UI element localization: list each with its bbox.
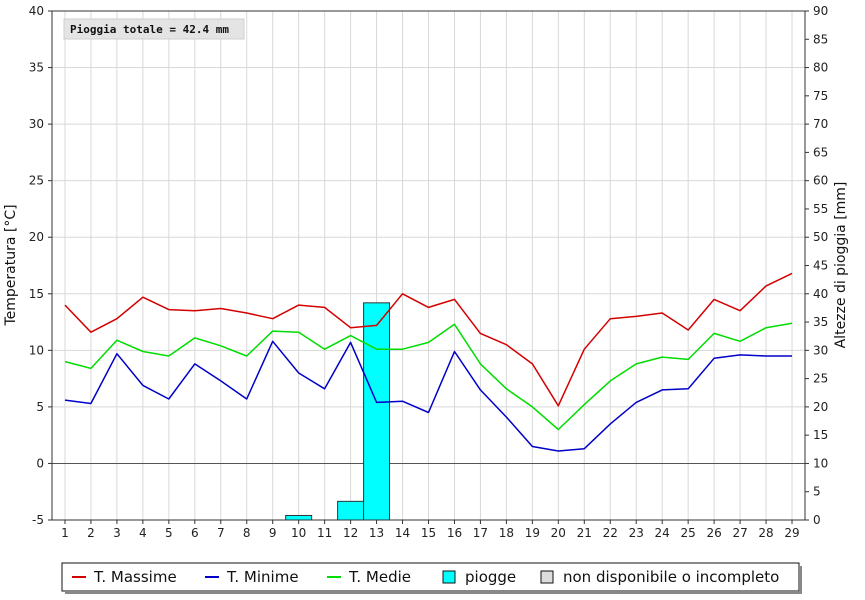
legend-label-1: T. Massime [93,568,177,586]
y-tick-label: -5 [32,513,44,527]
x-tick-label: 17 [473,526,488,540]
y2-tick-label: 85 [813,32,828,46]
axis-ticks: -505101520253035400510152025303540455055… [29,4,829,540]
y2-axis-title: Altezze di pioggia [mm] [833,182,849,349]
y-tick-label: 15 [29,287,44,301]
y2-tick-label: 50 [813,230,828,244]
y2-tick-label: 35 [813,315,828,329]
rain-bars [285,302,391,521]
legend-label-2: T. Minime [226,568,299,586]
y2-tick-label: 25 [813,372,828,386]
y2-tick-label: 5 [813,485,821,499]
y2-tick-label: 40 [813,287,828,301]
x-tick-label: 25 [681,526,696,540]
y2-tick-label: 60 [813,174,828,188]
rain-bar-day-10 [285,514,313,521]
x-tick-label: 5 [165,526,173,540]
legend-label-3: T. Medie [348,568,411,586]
y2-tick-label: 10 [813,456,828,470]
y-tick-label: 35 [29,61,44,75]
x-tick-label: 29 [784,526,799,540]
y-tick-label: 25 [29,174,44,188]
y-tick-label: 5 [36,400,44,414]
series-line-1 [64,272,793,407]
x-tick-label: 6 [191,526,199,540]
y-axis-title: Temperatura [°C] [3,204,19,326]
x-tick-label: 27 [732,526,747,540]
x-tick-label: 9 [269,526,277,540]
x-tick-label: 14 [395,526,410,540]
rain-bar-day-13 [363,302,391,521]
x-tick-label: 7 [217,526,225,540]
legend: T. Massime T. Minime T. Medie piogge non dis… [61,562,802,594]
x-tick-label: 15 [421,526,436,540]
legend-label-4: piogge [465,568,516,586]
y2-tick-label: 45 [813,259,828,273]
legend-shadow-bottom [65,591,802,594]
x-tick-label: 3 [113,526,121,540]
x-tick-label: 13 [369,526,384,540]
x-tick-label: 26 [706,526,721,540]
legend-swatch-4 [442,570,456,584]
x-tick-label: 8 [243,526,251,540]
y2-tick-label: 0 [813,513,821,527]
rain-total-text: Pioggia totale = 42.4 mm [70,23,229,36]
y2-tick-label: 30 [813,343,828,357]
legend-swatch-5 [540,570,554,584]
grid-lines [52,10,805,521]
rain-bar-day-12 [337,500,365,521]
y2-tick-label: 20 [813,400,828,414]
x-tick-label: 18 [499,526,514,540]
legend-label-5: non disponibile o incompleto [563,568,779,586]
y2-tick-label: 70 [813,117,828,131]
x-tick-label: 10 [291,526,306,540]
x-tick-label: 2 [87,526,95,540]
y-tick-label: 10 [29,343,44,357]
y2-tick-label: 65 [813,145,828,159]
y2-tick-label: 55 [813,202,828,216]
x-tick-label: 11 [317,526,332,540]
rain-total-note: Pioggia totale = 42.4 mm [63,18,245,40]
x-tick-label: 22 [603,526,618,540]
legend-shadow-right [799,566,802,594]
x-tick-label: 4 [139,526,147,540]
note-background [63,18,245,40]
x-tick-label: 20 [551,526,566,540]
y-tick-label: 30 [29,117,44,131]
series-line-3 [64,322,793,431]
temperature-lines [64,272,793,452]
x-tick-label: 21 [577,526,592,540]
x-tick-label: 19 [525,526,540,540]
y-tick-label: 40 [29,4,44,18]
x-tick-label: 12 [343,526,358,540]
x-tick-label: 24 [655,526,670,540]
legend-items: T. Massime T. Minime T. Medie piogge non dis… [72,568,779,586]
y2-tick-label: 80 [813,61,828,75]
y2-tick-label: 15 [813,428,828,442]
y2-tick-label: 75 [813,89,828,103]
x-tick-label: 23 [629,526,644,540]
x-tick-label: 16 [447,526,462,540]
x-tick-label: 1 [61,526,69,540]
y-tick-label: 0 [36,456,44,470]
y-tick-label: 20 [29,230,44,244]
y2-tick-label: 90 [813,4,828,18]
series-line-2 [64,340,792,452]
x-tick-label: 28 [758,526,773,540]
